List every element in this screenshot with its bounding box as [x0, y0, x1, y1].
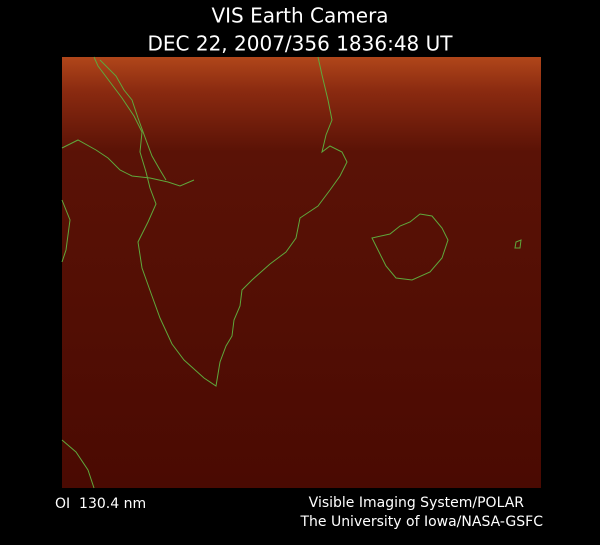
coastline: [99, 59, 167, 181]
image-timestamp: DEC 22, 2007/356 1836:48 UT: [148, 32, 454, 56]
image-title: VIS Earth Camera: [211, 4, 388, 28]
earth-image: [62, 57, 541, 488]
coastline: [61, 439, 95, 489]
coastline: [93, 56, 348, 387]
credit-label: The University of Iowa/NASA-GSFC: [299, 514, 543, 530]
island: [371, 213, 449, 281]
island: [514, 239, 522, 249]
coastline: [61, 139, 195, 187]
coastlines: [61, 56, 522, 489]
coastline: [61, 199, 71, 263]
instrument-label: Visible Imaging System/POLAR: [309, 495, 525, 511]
filter-label: OI 130.4 nm: [55, 496, 146, 512]
